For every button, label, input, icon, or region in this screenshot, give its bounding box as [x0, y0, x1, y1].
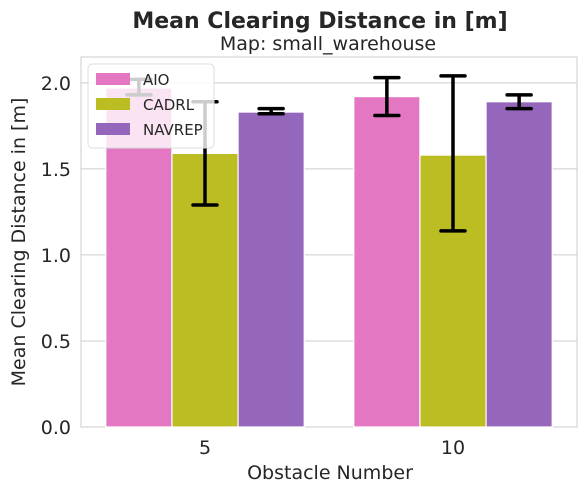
legend-swatch — [96, 73, 130, 85]
chart-title: Mean Clearing Distance in [m] — [132, 9, 507, 34]
y-ticks: 0.0 0.5 1.0 1.5 2.0 — [41, 73, 71, 439]
bar — [485, 101, 553, 428]
y-axis-label: Mean Clearing Distance in [m] — [8, 98, 30, 387]
bars-group — [105, 87, 553, 428]
y-tick-label: 0.0 — [41, 417, 71, 439]
x-tick-label: 10 — [441, 437, 465, 459]
y-tick-label: 1.0 — [41, 245, 71, 267]
bar — [237, 111, 305, 428]
y-tick-label: 1.5 — [41, 159, 71, 181]
legend-label: NAVREP — [143, 121, 203, 139]
y-tick-label: 2.0 — [41, 73, 71, 95]
legend-label: AIO — [143, 71, 170, 89]
x-ticks: 5 10 — [199, 437, 465, 459]
legend: AIO CADRL NAVREP — [87, 63, 215, 149]
chart-subtitle: Map: small_warehouse — [220, 33, 436, 55]
x-axis-label: Obstacle Number — [247, 462, 413, 484]
x-tick-label: 5 — [199, 437, 211, 459]
legend-label: CADRL — [143, 96, 195, 114]
legend-swatch — [96, 123, 130, 135]
y-tick-label: 0.5 — [41, 331, 71, 353]
bar — [353, 95, 421, 428]
plot-frame — [80, 56, 578, 428]
legend-swatch — [96, 98, 130, 110]
